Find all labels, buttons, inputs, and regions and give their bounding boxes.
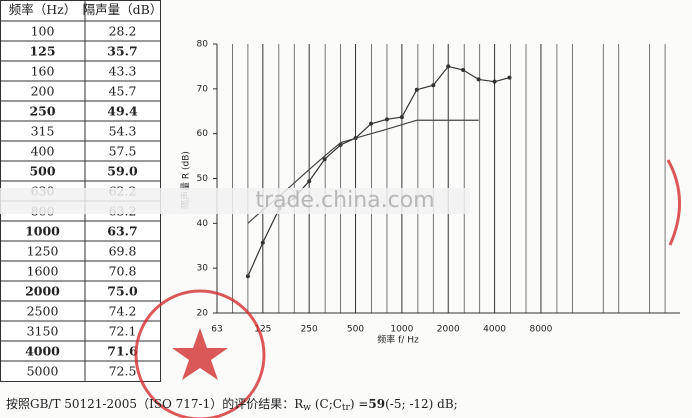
x-tick-label: 250 [301, 325, 318, 335]
cell: 3150 [27, 324, 59, 339]
cell: 57.5 [109, 144, 137, 159]
cell: 2500 [27, 304, 59, 319]
point [431, 83, 436, 88]
series-line [247, 65, 510, 277]
y-tick-label: 80 [197, 40, 209, 50]
cell: 1250 [27, 244, 59, 259]
cell: 49.4 [107, 104, 138, 119]
y-tick-label: 40 [197, 219, 209, 229]
cell: 54.3 [109, 124, 137, 139]
y-tick-label: 70 [197, 84, 209, 94]
seal-edge [666, 159, 681, 246]
cell: 45.7 [109, 84, 137, 99]
cell: 4000 [25, 344, 60, 359]
cell: 400 [31, 144, 55, 159]
point [260, 240, 265, 245]
point [492, 79, 497, 84]
point [399, 115, 404, 120]
x-tick-label: 63 [211, 325, 222, 335]
cell: 75.0 [107, 284, 138, 299]
cell: 35.7 [107, 44, 137, 59]
cell: 1000 [25, 224, 60, 239]
cell: 160 [31, 64, 55, 79]
x-axis-label: 频率 f/ Hz [377, 334, 419, 346]
x-tick-label: 2000 [437, 325, 460, 335]
y-tick-label: 60 [197, 129, 209, 139]
x-tick-label: 8000 [529, 325, 552, 335]
cell: 315 [31, 124, 55, 139]
cell: 43.3 [109, 64, 137, 79]
x-tick-label: 500 [347, 325, 364, 335]
cell: 250 [29, 104, 55, 119]
cell: 69.8 [109, 244, 137, 259]
header-cell: 频率（Hz） [9, 2, 77, 17]
x-tick-label: 1000 [390, 325, 413, 335]
cell: 500 [29, 164, 55, 179]
header-cell: 隔声量（dB） [83, 2, 163, 17]
y-tick-label: 20 [197, 309, 209, 319]
cell: 70.8 [109, 264, 137, 279]
cell: 72.1 [109, 324, 137, 339]
point [307, 179, 312, 184]
cell: 63.7 [107, 224, 137, 239]
y-tick-label: 50 [197, 174, 209, 184]
cell: 28.2 [109, 24, 137, 39]
point [476, 77, 481, 82]
cell: 125 [29, 44, 55, 59]
y-tick-label: 30 [197, 264, 209, 274]
point [322, 157, 327, 162]
x-tick-label: 4000 [483, 325, 506, 335]
cell: 100 [31, 24, 55, 39]
cell: 1600 [27, 264, 59, 279]
point [414, 87, 419, 92]
point [507, 75, 512, 80]
point [368, 121, 373, 126]
watermark-band [0, 188, 470, 214]
cell: 74.2 [109, 304, 137, 319]
cell: 59.0 [107, 164, 138, 179]
cell: 5000 [27, 364, 59, 379]
x-tick-label: 125 [254, 325, 271, 335]
point [245, 274, 250, 279]
cell: 200 [31, 84, 55, 99]
footer: 按照GB/T 50121-2005（ISO 717-1）的评价结果：Rw (C;… [6, 396, 458, 413]
point [384, 117, 389, 122]
seal [134, 289, 266, 418]
cell: 71.6 [107, 344, 138, 359]
cell: 72.5 [109, 364, 137, 379]
cell: 2000 [25, 284, 60, 299]
point [446, 64, 451, 69]
point [461, 68, 466, 73]
watermark: trade.china.com [255, 188, 434, 213]
